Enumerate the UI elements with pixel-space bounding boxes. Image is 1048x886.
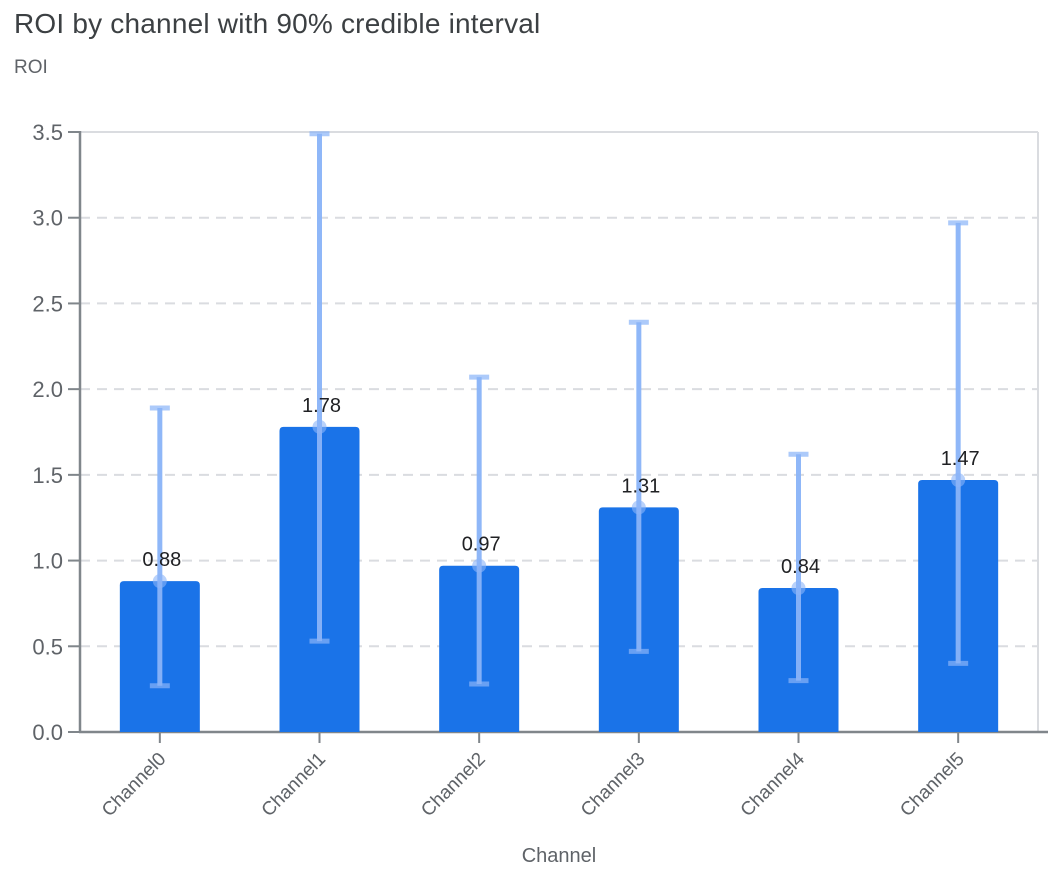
y-tick-label: 3.0 [32, 206, 63, 231]
y-tick-label: 1.0 [32, 549, 63, 574]
x-tick-label: Channel2 [417, 749, 489, 821]
mean-marker [312, 419, 327, 434]
x-tick-label: Channel3 [577, 749, 649, 821]
x-tick-label: Channel4 [737, 748, 810, 821]
y-tick-label: 0.5 [32, 634, 63, 659]
y-tick-label: 3.5 [32, 120, 63, 145]
bar-value-label: 1.31 [621, 475, 660, 497]
chart-title: ROI by channel with 90% credible interva… [14, 8, 541, 39]
x-tick-label: Channel0 [98, 749, 170, 821]
bar-value-label: 0.88 [142, 549, 181, 571]
y-axis-title: ROI [14, 57, 48, 78]
y-tick-label: 0.0 [32, 720, 63, 745]
mean-marker [951, 473, 966, 487]
mean-marker [472, 558, 487, 573]
mean-marker [791, 581, 806, 595]
y-tick-label: 1.5 [32, 463, 63, 488]
y-tick-label: 2.0 [32, 377, 63, 402]
x-tick-label: Channel1 [258, 749, 330, 821]
bar-value-label: 0.84 [781, 556, 820, 578]
mean-marker [152, 574, 167, 589]
bar-value-label: 1.47 [941, 448, 980, 470]
x-tick-label: Channel5 [896, 749, 968, 821]
y-tick-label: 2.5 [32, 291, 63, 316]
x-axis-title: Channel [521, 845, 597, 867]
mean-marker [631, 500, 646, 515]
bar-value-label: 0.97 [462, 534, 501, 556]
bar-value-label: 1.78 [302, 395, 341, 417]
